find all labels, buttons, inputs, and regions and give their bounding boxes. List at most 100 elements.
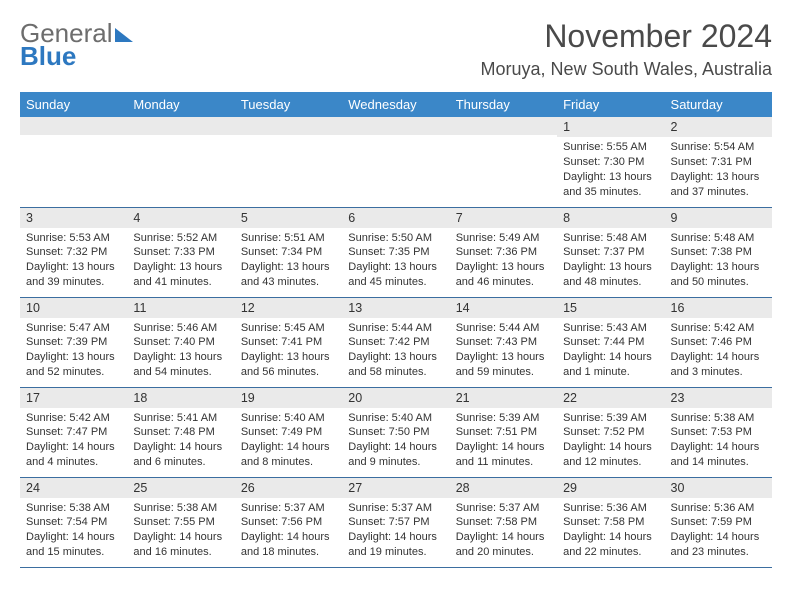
daylight-text: Daylight: 13 hours and 45 minutes. xyxy=(348,260,443,290)
sunrise-text: Sunrise: 5:40 AM xyxy=(348,411,443,426)
daylight-text: Daylight: 13 hours and 37 minutes. xyxy=(671,170,766,200)
brand-logo: General Blue xyxy=(20,18,133,69)
day-number: 3 xyxy=(20,208,127,228)
day-data: Sunrise: 5:47 AMSunset: 7:39 PMDaylight:… xyxy=(20,318,127,385)
day-number: 9 xyxy=(665,208,772,228)
day-number: 8 xyxy=(557,208,664,228)
day-data: Sunrise: 5:44 AMSunset: 7:42 PMDaylight:… xyxy=(342,318,449,385)
day-cell: 8Sunrise: 5:48 AMSunset: 7:37 PMDaylight… xyxy=(557,207,664,297)
daylight-text: Daylight: 13 hours and 54 minutes. xyxy=(133,350,228,380)
daylight-text: Daylight: 13 hours and 56 minutes. xyxy=(241,350,336,380)
sunset-text: Sunset: 7:58 PM xyxy=(456,515,551,530)
sunset-text: Sunset: 7:52 PM xyxy=(563,425,658,440)
day-header: Tuesday xyxy=(235,92,342,117)
day-number xyxy=(20,117,127,135)
day-number: 30 xyxy=(665,478,772,498)
day-cell: 18Sunrise: 5:41 AMSunset: 7:48 PMDayligh… xyxy=(127,387,234,477)
daylight-text: Daylight: 14 hours and 1 minute. xyxy=(563,350,658,380)
day-number: 6 xyxy=(342,208,449,228)
day-data: Sunrise: 5:36 AMSunset: 7:59 PMDaylight:… xyxy=(665,498,772,565)
sunset-text: Sunset: 7:30 PM xyxy=(563,155,658,170)
daylight-text: Daylight: 14 hours and 23 minutes. xyxy=(671,530,766,560)
sunset-text: Sunset: 7:35 PM xyxy=(348,245,443,260)
sunrise-text: Sunrise: 5:37 AM xyxy=(241,501,336,516)
sunset-text: Sunset: 7:47 PM xyxy=(26,425,121,440)
day-header: Friday xyxy=(557,92,664,117)
sunset-text: Sunset: 7:57 PM xyxy=(348,515,443,530)
day-cell: 20Sunrise: 5:40 AMSunset: 7:50 PMDayligh… xyxy=(342,387,449,477)
sunrise-text: Sunrise: 5:51 AM xyxy=(241,231,336,246)
day-number: 17 xyxy=(20,388,127,408)
sunrise-text: Sunrise: 5:49 AM xyxy=(456,231,551,246)
day-cell: 21Sunrise: 5:39 AMSunset: 7:51 PMDayligh… xyxy=(450,387,557,477)
daylight-text: Daylight: 14 hours and 14 minutes. xyxy=(671,440,766,470)
day-number: 13 xyxy=(342,298,449,318)
sunrise-text: Sunrise: 5:38 AM xyxy=(671,411,766,426)
title-block: November 2024 Moruya, New South Wales, A… xyxy=(481,18,772,80)
sunrise-text: Sunrise: 5:47 AM xyxy=(26,321,121,336)
sunrise-text: Sunrise: 5:39 AM xyxy=(456,411,551,426)
day-cell: 7Sunrise: 5:49 AMSunset: 7:36 PMDaylight… xyxy=(450,207,557,297)
day-cell: 30Sunrise: 5:36 AMSunset: 7:59 PMDayligh… xyxy=(665,477,772,567)
day-number: 25 xyxy=(127,478,234,498)
sunrise-text: Sunrise: 5:38 AM xyxy=(26,501,121,516)
day-number: 7 xyxy=(450,208,557,228)
day-data: Sunrise: 5:42 AMSunset: 7:47 PMDaylight:… xyxy=(20,408,127,475)
week-row: 17Sunrise: 5:42 AMSunset: 7:47 PMDayligh… xyxy=(20,387,772,477)
daylight-text: Daylight: 13 hours and 41 minutes. xyxy=(133,260,228,290)
daylight-text: Daylight: 13 hours and 39 minutes. xyxy=(26,260,121,290)
day-data: Sunrise: 5:37 AMSunset: 7:57 PMDaylight:… xyxy=(342,498,449,565)
sunrise-text: Sunrise: 5:46 AM xyxy=(133,321,228,336)
sunrise-text: Sunrise: 5:37 AM xyxy=(348,501,443,516)
sunset-text: Sunset: 7:46 PM xyxy=(671,335,766,350)
day-cell: 15Sunrise: 5:43 AMSunset: 7:44 PMDayligh… xyxy=(557,297,664,387)
day-cell: 9Sunrise: 5:48 AMSunset: 7:38 PMDaylight… xyxy=(665,207,772,297)
day-data: Sunrise: 5:43 AMSunset: 7:44 PMDaylight:… xyxy=(557,318,664,385)
day-cell: 29Sunrise: 5:36 AMSunset: 7:58 PMDayligh… xyxy=(557,477,664,567)
sunrise-text: Sunrise: 5:50 AM xyxy=(348,231,443,246)
sunset-text: Sunset: 7:59 PM xyxy=(671,515,766,530)
day-number: 29 xyxy=(557,478,664,498)
day-cell: 19Sunrise: 5:40 AMSunset: 7:49 PMDayligh… xyxy=(235,387,342,477)
day-data: Sunrise: 5:54 AMSunset: 7:31 PMDaylight:… xyxy=(665,137,772,204)
day-number: 23 xyxy=(665,388,772,408)
day-data: Sunrise: 5:50 AMSunset: 7:35 PMDaylight:… xyxy=(342,228,449,295)
sunrise-text: Sunrise: 5:38 AM xyxy=(133,501,228,516)
week-row: 10Sunrise: 5:47 AMSunset: 7:39 PMDayligh… xyxy=(20,297,772,387)
daylight-text: Daylight: 13 hours and 48 minutes. xyxy=(563,260,658,290)
day-cell: 17Sunrise: 5:42 AMSunset: 7:47 PMDayligh… xyxy=(20,387,127,477)
day-data: Sunrise: 5:49 AMSunset: 7:36 PMDaylight:… xyxy=(450,228,557,295)
day-data: Sunrise: 5:40 AMSunset: 7:50 PMDaylight:… xyxy=(342,408,449,475)
day-data: Sunrise: 5:53 AMSunset: 7:32 PMDaylight:… xyxy=(20,228,127,295)
day-data: Sunrise: 5:39 AMSunset: 7:51 PMDaylight:… xyxy=(450,408,557,475)
sunset-text: Sunset: 7:37 PM xyxy=(563,245,658,260)
day-cell: 3Sunrise: 5:53 AMSunset: 7:32 PMDaylight… xyxy=(20,207,127,297)
daylight-text: Daylight: 13 hours and 58 minutes. xyxy=(348,350,443,380)
sunrise-text: Sunrise: 5:45 AM xyxy=(241,321,336,336)
day-data: Sunrise: 5:36 AMSunset: 7:58 PMDaylight:… xyxy=(557,498,664,565)
daylight-text: Daylight: 13 hours and 43 minutes. xyxy=(241,260,336,290)
month-title: November 2024 xyxy=(481,18,772,55)
sunrise-text: Sunrise: 5:42 AM xyxy=(26,411,121,426)
day-number: 20 xyxy=(342,388,449,408)
sunrise-text: Sunrise: 5:41 AM xyxy=(133,411,228,426)
day-data: Sunrise: 5:38 AMSunset: 7:54 PMDaylight:… xyxy=(20,498,127,565)
sunset-text: Sunset: 7:32 PM xyxy=(26,245,121,260)
day-cell: 2Sunrise: 5:54 AMSunset: 7:31 PMDaylight… xyxy=(665,117,772,207)
sunset-text: Sunset: 7:34 PM xyxy=(241,245,336,260)
day-number: 24 xyxy=(20,478,127,498)
day-data: Sunrise: 5:41 AMSunset: 7:48 PMDaylight:… xyxy=(127,408,234,475)
day-cell: 27Sunrise: 5:37 AMSunset: 7:57 PMDayligh… xyxy=(342,477,449,567)
sunrise-text: Sunrise: 5:36 AM xyxy=(563,501,658,516)
day-cell: 26Sunrise: 5:37 AMSunset: 7:56 PMDayligh… xyxy=(235,477,342,567)
day-data: Sunrise: 5:52 AMSunset: 7:33 PMDaylight:… xyxy=(127,228,234,295)
sunset-text: Sunset: 7:54 PM xyxy=(26,515,121,530)
daylight-text: Daylight: 13 hours and 59 minutes. xyxy=(456,350,551,380)
daylight-text: Daylight: 14 hours and 12 minutes. xyxy=(563,440,658,470)
sunset-text: Sunset: 7:56 PM xyxy=(241,515,336,530)
daylight-text: Daylight: 14 hours and 6 minutes. xyxy=(133,440,228,470)
day-cell xyxy=(342,117,449,207)
day-number: 2 xyxy=(665,117,772,137)
day-cell xyxy=(20,117,127,207)
day-number: 28 xyxy=(450,478,557,498)
